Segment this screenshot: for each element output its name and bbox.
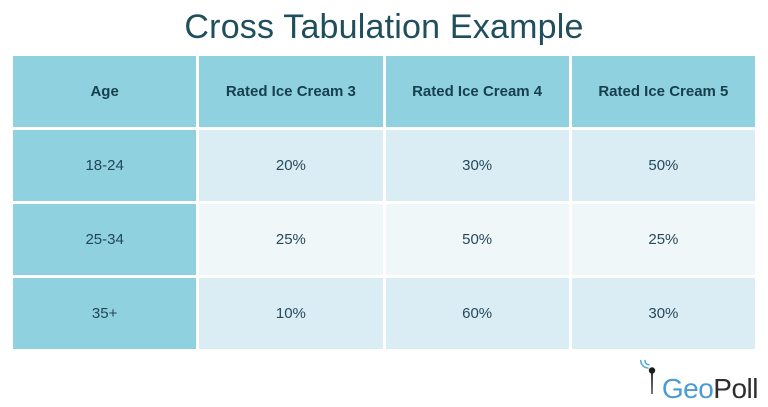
logo-text-geo: Geo — [661, 373, 714, 404]
header-cell-rated-3: Rated Ice Cream 3 — [199, 56, 383, 127]
header-cell-age: Age — [13, 56, 197, 127]
logo-text-poll: Poll — [713, 373, 758, 404]
table-row: 35+ 10% 60% 30% — [13, 278, 755, 349]
cell-value: 30% — [385, 130, 569, 201]
table-row: 25-34 25% 50% 25% — [13, 204, 755, 275]
row-label-25-34: 25-34 — [13, 204, 197, 275]
row-label-18-24: 18-24 — [13, 130, 197, 201]
cell-value: 50% — [385, 204, 569, 275]
page-title: Cross Tabulation Example — [184, 8, 584, 46]
table-row: 18-24 20% 30% 50% — [13, 130, 755, 201]
cell-value: 60% — [385, 278, 569, 349]
row-label-35-plus: 35+ — [13, 278, 197, 349]
cross-tabulation-table: Age Rated Ice Cream 3 Rated Ice Cream 4 … — [10, 53, 758, 352]
cell-value: 30% — [571, 278, 755, 349]
antenna-signal-icon — [639, 358, 661, 401]
cell-value: 10% — [199, 278, 383, 349]
cell-value: 20% — [199, 130, 383, 201]
geopoll-logo: GeoPoll — [639, 358, 758, 403]
header-row: Age Rated Ice Cream 3 Rated Ice Cream 4 … — [13, 56, 755, 127]
cell-value: 50% — [571, 130, 755, 201]
cell-value: 25% — [571, 204, 755, 275]
header-cell-rated-4: Rated Ice Cream 4 — [385, 56, 569, 127]
cell-value: 25% — [199, 204, 383, 275]
header-cell-rated-5: Rated Ice Cream 5 — [571, 56, 755, 127]
